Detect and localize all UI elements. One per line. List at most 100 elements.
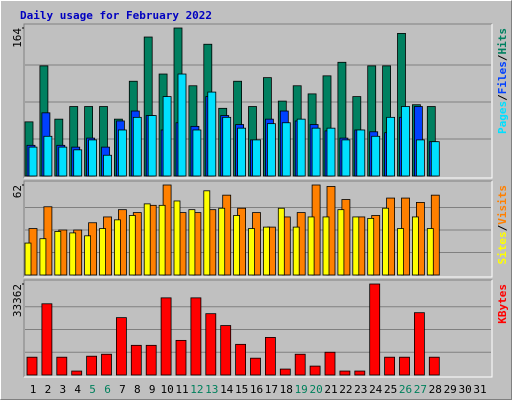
bar: [399, 356, 410, 376]
bar: [116, 317, 127, 376]
bar: [128, 215, 136, 276]
bar: [341, 139, 351, 177]
bar: [296, 118, 306, 177]
bar: [326, 127, 336, 177]
x-tick-label: 30: [458, 383, 471, 396]
bar: [143, 203, 151, 276]
bar: [175, 339, 187, 376]
bar: [382, 207, 390, 276]
bar: [132, 116, 142, 177]
x-tick-label: 15: [235, 383, 248, 396]
bar: [39, 238, 47, 276]
x-tick-label: 6: [104, 383, 111, 396]
bar: [250, 357, 261, 376]
bar: [264, 337, 276, 376]
bar: [235, 343, 247, 376]
x-tick-label: 23: [354, 383, 367, 396]
bar: [220, 325, 232, 376]
bar: [252, 139, 261, 177]
bar: [145, 344, 157, 376]
x-tick-label: 27: [414, 383, 427, 396]
x-tick-label: 20: [309, 383, 322, 396]
x-tick-label: 29: [444, 383, 457, 396]
legend-separator: /: [496, 54, 509, 61]
bar: [41, 303, 53, 376]
bar: [294, 353, 306, 376]
bar: [233, 215, 241, 276]
x-tick-label: 28: [429, 383, 442, 396]
bar: [352, 216, 360, 276]
bar: [367, 217, 375, 276]
bar: [248, 228, 255, 276]
x-tick-label: 22: [339, 383, 352, 396]
bar: [205, 313, 217, 376]
x-tick-label: 10: [160, 383, 173, 396]
legend-entry: Visits: [496, 185, 509, 225]
x-tick-label: 1: [30, 383, 37, 396]
bar: [339, 370, 351, 376]
panel-edge-light: [24, 24, 493, 179]
panel-edge-dark: [23, 279, 492, 377]
bar: [322, 216, 330, 276]
bar: [86, 355, 97, 376]
x-tick-label: 31: [473, 383, 486, 396]
bar: [237, 127, 247, 177]
legend-entry: Pages: [496, 101, 509, 134]
legend-separator: /: [496, 224, 509, 231]
bar: [386, 116, 396, 177]
bar: [28, 146, 38, 177]
bar: [114, 219, 121, 276]
bar: [428, 356, 440, 376]
bar: [147, 115, 157, 177]
bar: [292, 226, 300, 276]
x-tick-label: 25: [384, 383, 397, 396]
bar: [384, 356, 396, 376]
bar: [401, 106, 410, 177]
x-tick-label: 3: [59, 383, 66, 396]
bar: [369, 283, 381, 376]
bar: [281, 122, 291, 177]
bar: [279, 368, 291, 376]
bar: [101, 353, 112, 376]
bar: [188, 209, 196, 276]
bar: [307, 216, 315, 276]
bar: [103, 154, 112, 177]
bar: [262, 226, 270, 276]
bar: [426, 228, 434, 276]
bar: [177, 73, 187, 177]
legend-entry: KBytes: [496, 284, 509, 324]
bar: [99, 228, 106, 276]
legend: KBytes: [496, 284, 509, 324]
bar: [71, 370, 83, 376]
bar: [277, 207, 285, 276]
x-tick-label: 14: [220, 383, 234, 396]
x-tick-label: 8: [134, 383, 141, 396]
panel-edge-dark: [23, 180, 492, 277]
x-tick-label: 19: [295, 383, 308, 396]
bar: [266, 123, 276, 177]
bar: [88, 139, 97, 177]
legend-separator: /: [496, 94, 509, 101]
bar: [371, 135, 381, 177]
bar: [192, 129, 202, 177]
bar: [311, 127, 321, 177]
bar: [130, 344, 142, 376]
bar: [397, 228, 404, 276]
panel-edge-light: [24, 280, 493, 378]
bar: [190, 297, 202, 376]
legend: Pages/Files/Hits: [496, 28, 509, 134]
bar: [222, 116, 232, 177]
y-tick-label: 164: [11, 28, 24, 48]
x-tick-label: 24: [369, 383, 383, 396]
bar: [173, 200, 181, 276]
x-tick-label: 4: [74, 383, 81, 396]
panel-edge-dark: [23, 23, 492, 178]
y-tick-label: 62: [11, 185, 24, 198]
x-tick-label: 21: [324, 383, 337, 396]
legend-entry: Sites: [496, 231, 509, 264]
x-tick-label: 9: [149, 383, 156, 396]
bar: [43, 135, 53, 177]
x-tick-label: 26: [399, 383, 412, 396]
bar: [337, 209, 345, 276]
